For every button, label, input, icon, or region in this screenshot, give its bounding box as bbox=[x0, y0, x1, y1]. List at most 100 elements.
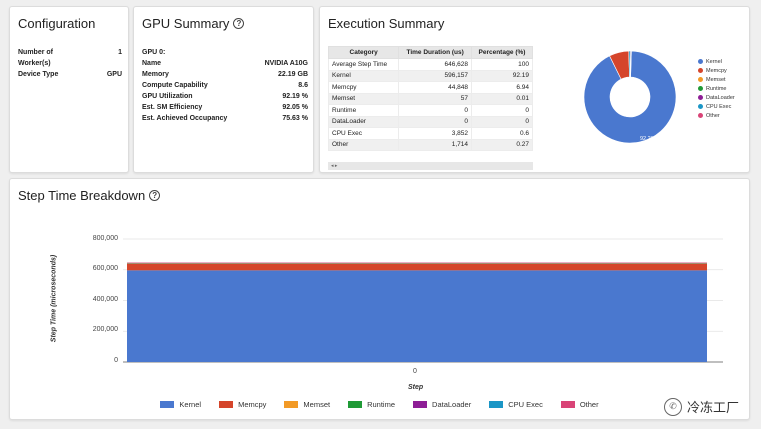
help-icon[interactable]: ? bbox=[233, 18, 245, 29]
legend-item[interactable]: CPU Exec bbox=[489, 400, 543, 409]
legend-label: Other bbox=[579, 400, 599, 409]
legend-item[interactable]: Other bbox=[698, 111, 735, 120]
kv-key: GPU Utilization bbox=[142, 93, 193, 100]
table-cell: 646,628 bbox=[398, 58, 472, 71]
kv-row: GPU 0: bbox=[142, 47, 308, 58]
table-cell: Average Step Time bbox=[327, 58, 400, 71]
table-row: Average Step Time 646,628 100 bbox=[327, 58, 534, 71]
step-time-card: Step Time Breakdown ? Step Time (microse… bbox=[9, 178, 750, 420]
table-cell: 0.6 bbox=[470, 127, 534, 140]
step-time-title: Step Time Breakdown bbox=[18, 188, 146, 203]
table-cell: Kernel bbox=[327, 69, 400, 82]
pie-slice-kernel[interactable] bbox=[583, 50, 677, 144]
legend-item[interactable]: Memcpy bbox=[698, 66, 735, 75]
kv-value: GPU bbox=[106, 71, 122, 78]
table-cell: 0 bbox=[470, 115, 534, 128]
help-icon[interactable]: ? bbox=[149, 190, 161, 201]
y-axis-label: Step Time (microseconds) bbox=[50, 254, 58, 343]
table-cell: 596,157 bbox=[398, 69, 472, 82]
legend-item[interactable]: Memcpy bbox=[219, 400, 266, 409]
legend-item[interactable]: Kernel bbox=[160, 400, 201, 409]
bar-segment-memset[interactable] bbox=[127, 263, 707, 264]
legend-item[interactable]: Other bbox=[560, 400, 599, 409]
legend-swatch bbox=[698, 113, 703, 118]
bar-segment-cpu-exec[interactable] bbox=[127, 262, 707, 264]
wechat-icon: ✆ bbox=[663, 397, 682, 416]
legend-label: Memcpy bbox=[238, 400, 267, 409]
legend-item[interactable]: Kernel bbox=[698, 57, 735, 66]
legend-item[interactable]: CPU Exec bbox=[698, 102, 735, 111]
legend-swatch bbox=[219, 401, 234, 408]
kv-row: Est. Achieved Occupancy 75.63 % bbox=[142, 113, 308, 124]
legend-item[interactable]: Runtime bbox=[698, 84, 735, 93]
kv-key: Compute Capability bbox=[142, 82, 208, 89]
legend-swatch bbox=[160, 401, 175, 408]
table-cell: Runtime bbox=[327, 104, 400, 117]
y-tick-label: 800,000 bbox=[92, 235, 118, 242]
kv-key: Worker(s) bbox=[18, 60, 51, 67]
pie-slice-label: 92.2% bbox=[640, 136, 656, 142]
legend-swatch bbox=[348, 401, 363, 408]
table-row: Other 1,714 0.27 bbox=[327, 138, 534, 151]
table-cell: Memcpy bbox=[327, 81, 400, 94]
legend-item[interactable]: DataLoader bbox=[698, 93, 735, 102]
kv-value: 92.19 % bbox=[282, 93, 308, 100]
kv-value: 92.05 % bbox=[282, 104, 308, 111]
table-cell: DataLoader bbox=[327, 115, 400, 128]
legend-item[interactable]: DataLoader bbox=[413, 400, 471, 409]
execution-pie-chart: 92.2% bbox=[583, 50, 677, 144]
pie-legend: Kernel Memcpy Memset Runtime DataLoader CPU E… bbox=[698, 57, 735, 120]
legend-swatch bbox=[698, 95, 703, 100]
table-cell: Other bbox=[327, 138, 400, 151]
column-header[interactable]: Time Duration (us) bbox=[398, 46, 472, 59]
kv-key: Number of bbox=[18, 49, 53, 56]
kv-value: NVIDIA A10G bbox=[264, 60, 308, 67]
kv-key: Est. Achieved Occupancy bbox=[142, 115, 228, 122]
bar-segment-memcpy[interactable] bbox=[127, 263, 707, 271]
table-cell: 0 bbox=[398, 115, 472, 128]
legend-label: DataLoader bbox=[706, 94, 735, 101]
execution-summary-table: Category Time Duration (us) Percentage (%)… bbox=[327, 46, 534, 151]
legend-swatch bbox=[284, 401, 299, 408]
bar-segment-kernel[interactable] bbox=[127, 270, 707, 362]
table-cell: 44,848 bbox=[398, 81, 472, 94]
x-tick-label: 0 bbox=[413, 368, 417, 375]
table-cell: 0.01 bbox=[470, 92, 534, 105]
table-cell: Memset bbox=[327, 92, 400, 105]
table-cell: 0 bbox=[398, 104, 472, 117]
legend-label: DataLoader bbox=[432, 400, 472, 409]
table-row: Memset 57 0.01 bbox=[327, 92, 534, 105]
step-time-heading: Step Time Breakdown ? bbox=[18, 188, 161, 203]
kv-row: Est. SM Efficiency 92.05 % bbox=[142, 102, 308, 113]
table-pager[interactable]: ◂ ▸ bbox=[328, 162, 533, 170]
legend-label: Memset bbox=[303, 400, 331, 409]
legend-label: CPU Exec bbox=[706, 103, 732, 110]
legend-label: CPU Exec bbox=[508, 400, 543, 409]
table-row: Memcpy 44,848 6.94 bbox=[327, 81, 534, 94]
legend-swatch bbox=[698, 68, 703, 73]
execution-summary-card: Execution Summary Category Time Duration … bbox=[319, 6, 750, 173]
configuration-card: Configuration Number of 1 Worker(s) Device … bbox=[9, 6, 129, 173]
legend-item[interactable]: Memset bbox=[284, 400, 330, 409]
kv-key: Device Type bbox=[18, 71, 59, 78]
bar-segment-other[interactable] bbox=[127, 262, 707, 264]
legend-item[interactable]: Memset bbox=[698, 75, 735, 84]
configuration-table: Number of 1 Worker(s) Device Type GPU bbox=[18, 47, 122, 80]
legend-swatch bbox=[698, 104, 703, 109]
legend-swatch bbox=[489, 401, 504, 408]
kv-value: 75.63 % bbox=[282, 115, 308, 122]
table-cell: 57 bbox=[398, 92, 472, 105]
pie-slice-other[interactable] bbox=[629, 50, 632, 78]
legend-label: Runtime bbox=[706, 85, 727, 92]
table-row: Runtime 0 0 bbox=[327, 104, 534, 117]
legend-label: Memcpy bbox=[706, 67, 727, 74]
column-header[interactable]: Percentage (%) bbox=[470, 46, 534, 59]
configuration-title: Configuration bbox=[18, 16, 96, 31]
kv-value: 8.6 bbox=[298, 82, 308, 89]
bar-legend: Kernel Memcpy Memset Runtime DataLoader CPU E… bbox=[10, 400, 749, 409]
legend-item[interactable]: Runtime bbox=[348, 400, 395, 409]
table-row: CPU Exec 3,852 0.6 bbox=[327, 127, 534, 140]
legend-label: Kernel bbox=[706, 58, 722, 65]
kv-row: Worker(s) bbox=[18, 58, 122, 69]
column-header[interactable]: Category bbox=[327, 46, 400, 59]
